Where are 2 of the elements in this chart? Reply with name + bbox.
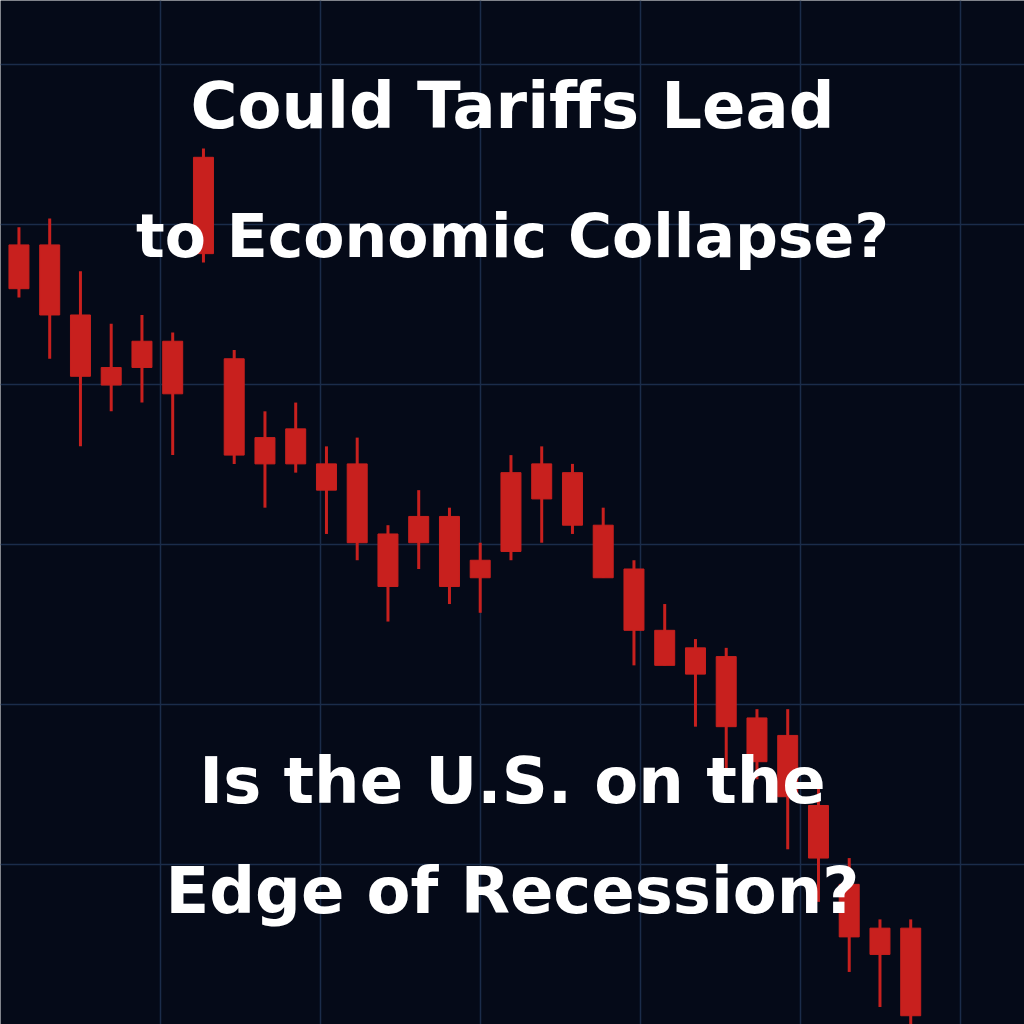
candlestick xyxy=(100,323,122,412)
candlestick xyxy=(469,542,491,613)
